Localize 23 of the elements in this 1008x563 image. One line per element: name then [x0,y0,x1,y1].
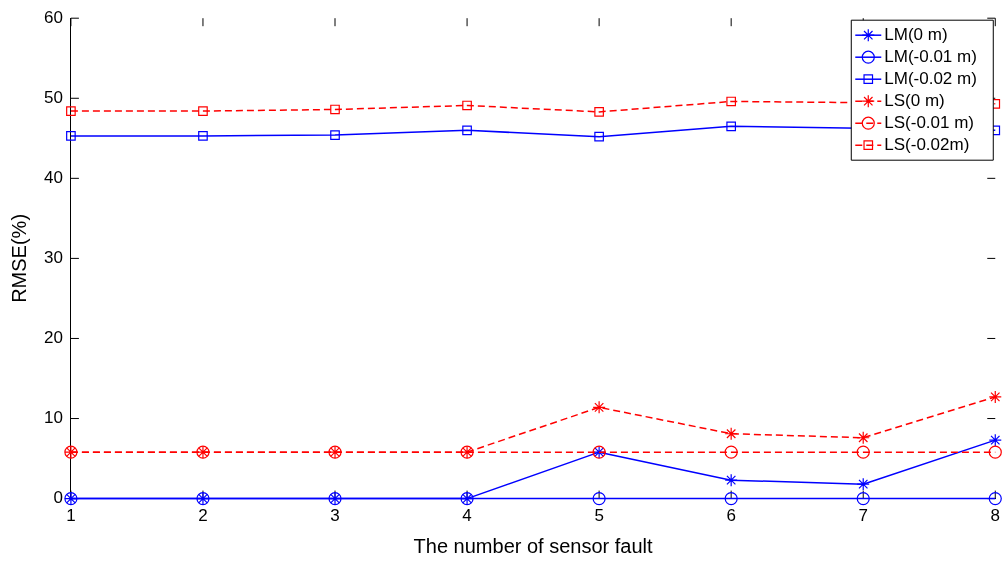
legend-label: LS(-0.02m) [884,134,970,154]
x-tick-label: 3 [330,506,340,526]
y-tick-label: 0 [53,488,63,508]
x-tick-label: 2 [198,506,208,526]
y-axis-title: RMSE(%) [7,213,30,303]
x-tick-label: 5 [594,506,604,526]
y-tick-label: 50 [43,87,63,107]
x-axis-title: The number of sensor fault [413,534,654,557]
y-tick-label: 60 [43,7,63,27]
legend-label: LM(-0.01 m) [884,46,977,66]
x-tick-label: 4 [462,506,472,526]
y-tick-label: 30 [43,248,63,268]
legend-label: LS(-0.01 m) [884,112,975,132]
legend-label: LM(0 m) [884,24,948,44]
x-tick-label: 8 [990,506,1001,526]
y-tick-label: 10 [43,408,63,428]
x-tick-label: 7 [858,506,868,526]
legend-label: LS(0 m) [884,90,945,110]
x-tick-label: 1 [66,506,76,526]
x-tick-label: 6 [726,506,736,526]
y-tick-label: 20 [43,328,63,348]
legend-label: LM(-0.02 m) [884,68,977,88]
y-tick-label: 40 [43,168,63,188]
